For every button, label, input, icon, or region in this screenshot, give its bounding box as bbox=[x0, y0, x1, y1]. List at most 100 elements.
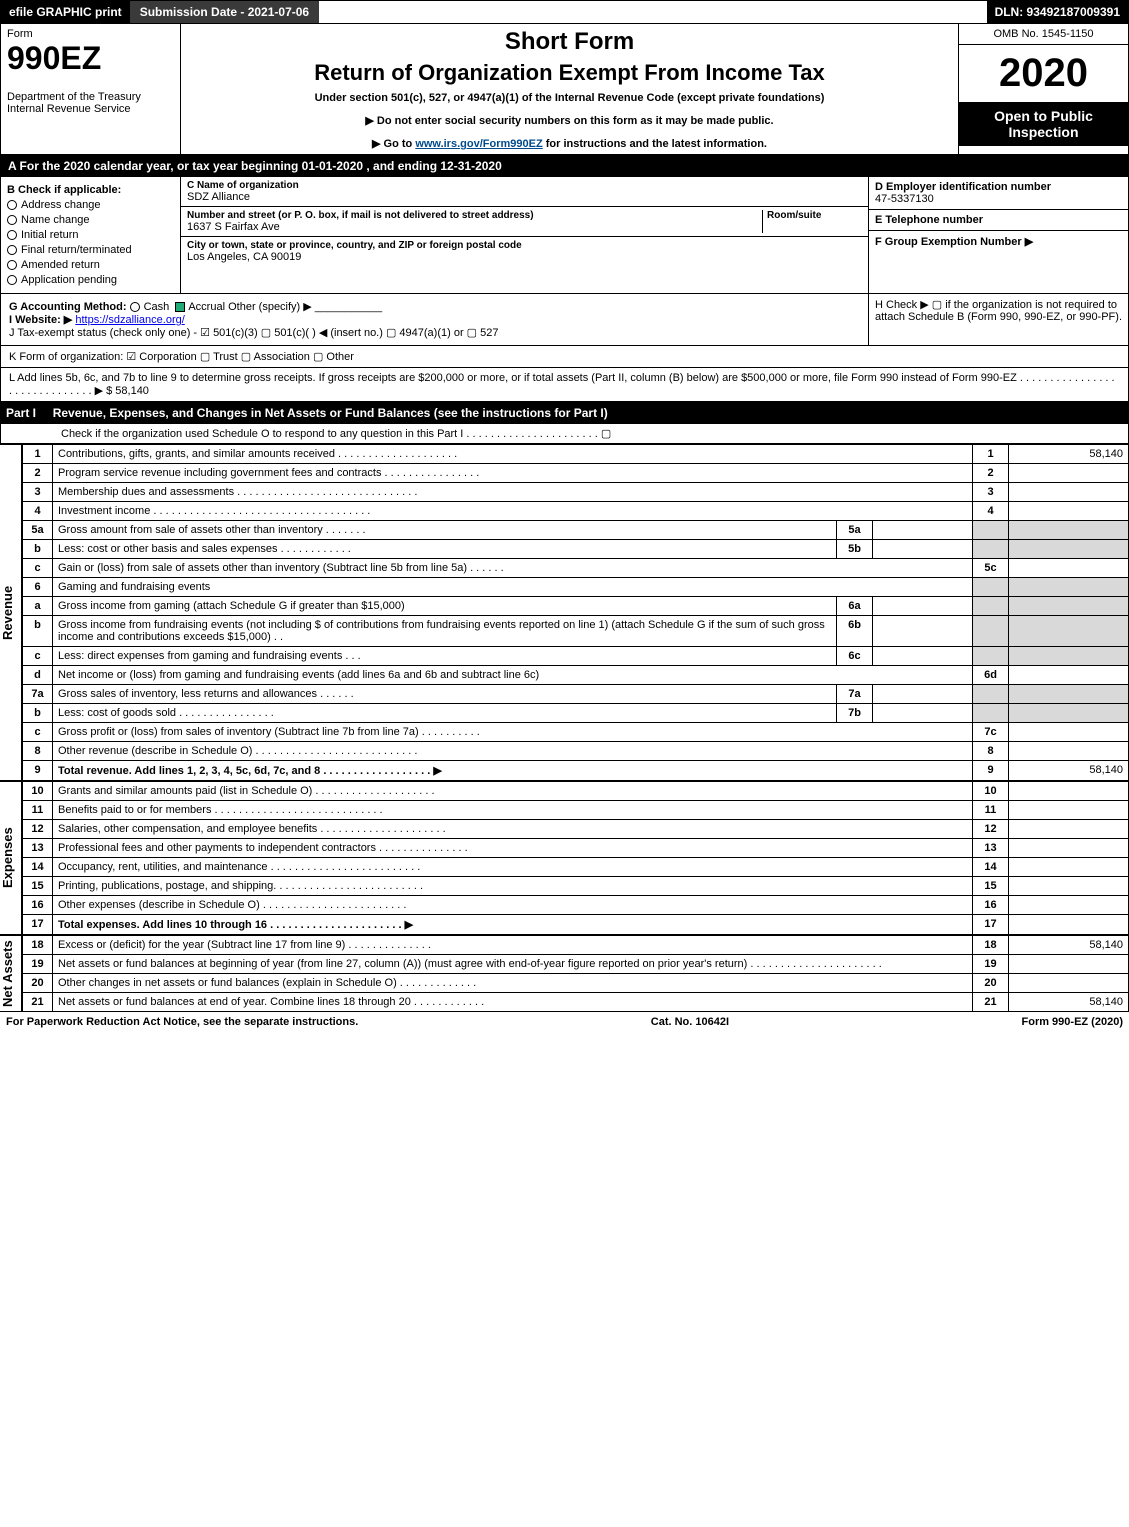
table-row: 21Net assets or fund balances at end of … bbox=[23, 993, 1129, 1012]
chk-address-change[interactable]: Address change bbox=[7, 199, 174, 211]
c-label: C Name of organization bbox=[187, 180, 862, 191]
f-group-exemption-label: F Group Exemption Number ▶ bbox=[875, 235, 1122, 248]
tax-year-row: A For the 2020 calendar year, or tax yea… bbox=[0, 155, 1129, 177]
table-row: 20Other changes in net assets or fund ba… bbox=[23, 974, 1129, 993]
k-form-organization: K Form of organization: ☑ Corporation ▢ … bbox=[0, 346, 1129, 368]
city-label: City or town, state or province, country… bbox=[187, 240, 862, 251]
chk-application-pending[interactable]: Application pending bbox=[7, 274, 174, 286]
table-row: 16Other expenses (describe in Schedule O… bbox=[23, 896, 1129, 915]
header-right: OMB No. 1545-1150 2020 Open to Public In… bbox=[958, 24, 1128, 154]
notice-suffix: for instructions and the latest informat… bbox=[546, 138, 767, 150]
table-row: 2Program service revenue including gover… bbox=[23, 464, 1129, 483]
footer-catalog: Cat. No. 10642I bbox=[651, 1016, 729, 1028]
header-center: Short Form Return of Organization Exempt… bbox=[181, 24, 958, 154]
submission-date-button[interactable]: Submission Date - 2021-07-06 bbox=[130, 1, 320, 23]
open-inspection-badge: Open to Public Inspection bbox=[959, 102, 1128, 146]
table-row: 18Excess or (deficit) for the year (Subt… bbox=[23, 936, 1129, 955]
table-row: cGross profit or (loss) from sales of in… bbox=[23, 723, 1129, 742]
subtitle: Under section 501(c), 527, or 4947(a)(1)… bbox=[189, 92, 950, 104]
dln-label: DLN: 93492187009391 bbox=[987, 1, 1128, 23]
footer-left: For Paperwork Reduction Act Notice, see … bbox=[6, 1016, 358, 1028]
short-form-title: Short Form bbox=[189, 28, 950, 56]
website-link[interactable]: https://sdzalliance.org/ bbox=[75, 314, 184, 326]
netassets-section-label: Net Assets bbox=[0, 935, 22, 1012]
g-accounting-method: G Accounting Method: Cash Accrual Other … bbox=[9, 300, 860, 313]
form-word: Form bbox=[7, 28, 174, 40]
chk-cash[interactable] bbox=[130, 302, 140, 312]
table-row: 5aGross amount from sale of assets other… bbox=[23, 521, 1129, 540]
table-row: 4Investment income . . . . . . . . . . .… bbox=[23, 502, 1129, 521]
i-website: I Website: ▶ https://sdzalliance.org/ bbox=[9, 313, 860, 326]
table-row: bLess: cost or other basis and sales exp… bbox=[23, 540, 1129, 559]
table-row: 1Contributions, gifts, grants, and simil… bbox=[23, 445, 1129, 464]
table-row: 11Benefits paid to or for members . . . … bbox=[23, 801, 1129, 820]
form-number: 990EZ bbox=[7, 40, 174, 77]
department-label: Department of the Treasury bbox=[7, 91, 174, 103]
chk-initial-return[interactable]: Initial return bbox=[7, 229, 174, 241]
table-row: 17Total expenses. Add lines 10 through 1… bbox=[23, 915, 1129, 935]
top-bar: efile GRAPHIC print Submission Date - 20… bbox=[0, 0, 1129, 24]
header-left: Form 990EZ Department of the Treasury In… bbox=[1, 24, 181, 154]
table-row: 10Grants and similar amounts paid (list … bbox=[23, 782, 1129, 801]
chk-amended-return[interactable]: Amended return bbox=[7, 259, 174, 271]
e-telephone-label: E Telephone number bbox=[875, 214, 1122, 226]
table-row: 15Printing, publications, postage, and s… bbox=[23, 877, 1129, 896]
table-row: 12Salaries, other compensation, and empl… bbox=[23, 820, 1129, 839]
city-state-zip: Los Angeles, CA 90019 bbox=[187, 251, 862, 263]
expenses-table: 10Grants and similar amounts paid (list … bbox=[22, 781, 1129, 935]
footer-form-ref: Form 990-EZ (2020) bbox=[1022, 1016, 1123, 1028]
revenue-section-label: Revenue bbox=[0, 444, 22, 781]
form-header: Form 990EZ Department of the Treasury In… bbox=[0, 24, 1129, 155]
b-label: B Check if applicable: bbox=[7, 184, 174, 196]
j-tax-exempt-status: J Tax-exempt status (check only one) - ☑… bbox=[9, 326, 860, 339]
irs-form-link[interactable]: www.irs.gov/Form990EZ bbox=[415, 138, 542, 150]
efile-label: efile GRAPHIC print bbox=[1, 1, 130, 23]
table-row: 19Net assets or fund balances at beginni… bbox=[23, 955, 1129, 974]
org-center: C Name of organization SDZ Alliance Numb… bbox=[181, 177, 868, 293]
table-row: bLess: cost of goods sold . . . . . . . … bbox=[23, 704, 1129, 723]
revenue-table: 1Contributions, gifts, grants, and simil… bbox=[22, 444, 1129, 781]
notice-ssn: ▶ Do not enter social security numbers o… bbox=[189, 114, 950, 127]
netassets-table: 18Excess or (deficit) for the year (Subt… bbox=[22, 935, 1129, 1012]
org-right: D Employer identification number 47-5337… bbox=[868, 177, 1128, 293]
part-1-label: Part I bbox=[6, 406, 46, 420]
table-row: 6Gaming and fundraising events bbox=[23, 578, 1129, 597]
ein-value: 47-5337130 bbox=[875, 193, 1122, 205]
main-title: Return of Organization Exempt From Incom… bbox=[189, 60, 950, 86]
chk-name-change[interactable]: Name change bbox=[7, 214, 174, 226]
part-1-header: Part I Revenue, Expenses, and Changes in… bbox=[0, 402, 1129, 424]
page-footer: For Paperwork Reduction Act Notice, see … bbox=[0, 1012, 1129, 1032]
chk-accrual[interactable] bbox=[175, 302, 185, 312]
table-row: 9Total revenue. Add lines 1, 2, 3, 4, 5c… bbox=[23, 761, 1129, 781]
part-1-title: Revenue, Expenses, and Changes in Net As… bbox=[53, 406, 608, 420]
meta-left: G Accounting Method: Cash Accrual Other … bbox=[1, 294, 868, 345]
l-gross-receipts: L Add lines 5b, 6c, and 7b to line 9 to … bbox=[0, 368, 1129, 402]
notice-prefix: ▶ Go to bbox=[372, 138, 415, 150]
org-name: SDZ Alliance bbox=[187, 191, 862, 203]
street-address: 1637 S Fairfax Ave bbox=[187, 221, 762, 233]
table-row: 3Membership dues and assessments . . . .… bbox=[23, 483, 1129, 502]
notice-link-line: ▶ Go to www.irs.gov/Form990EZ for instru… bbox=[189, 137, 950, 150]
table-row: 13Professional fees and other payments t… bbox=[23, 839, 1129, 858]
tax-year-large: 2020 bbox=[959, 45, 1128, 102]
table-row: aGross income from gaming (attach Schedu… bbox=[23, 597, 1129, 616]
omb-number: OMB No. 1545-1150 bbox=[959, 24, 1128, 45]
h-schedule-b: H Check ▶ ▢ if the organization is not r… bbox=[868, 294, 1128, 345]
check-if-applicable: B Check if applicable: Address change Na… bbox=[1, 177, 181, 293]
d-ein-label: D Employer identification number bbox=[875, 181, 1122, 193]
table-row: cGain or (loss) from sale of assets othe… bbox=[23, 559, 1129, 578]
chk-final-return[interactable]: Final return/terminated bbox=[7, 244, 174, 256]
table-row: bGross income from fundraising events (n… bbox=[23, 616, 1129, 647]
part-1-schedule-o: Check if the organization used Schedule … bbox=[0, 424, 1129, 444]
table-row: 14Occupancy, rent, utilities, and mainte… bbox=[23, 858, 1129, 877]
l-amount: 58,140 bbox=[115, 385, 149, 397]
address-label: Number and street (or P. O. box, if mail… bbox=[187, 210, 762, 221]
table-row: dNet income or (loss) from gaming and fu… bbox=[23, 666, 1129, 685]
room-label: Room/suite bbox=[767, 210, 862, 221]
table-row: cLess: direct expenses from gaming and f… bbox=[23, 647, 1129, 666]
irs-label: Internal Revenue Service bbox=[7, 103, 174, 115]
org-block: B Check if applicable: Address change Na… bbox=[0, 177, 1129, 294]
table-row: 7aGross sales of inventory, less returns… bbox=[23, 685, 1129, 704]
table-row: 8Other revenue (describe in Schedule O) … bbox=[23, 742, 1129, 761]
expenses-section-label: Expenses bbox=[0, 781, 22, 935]
